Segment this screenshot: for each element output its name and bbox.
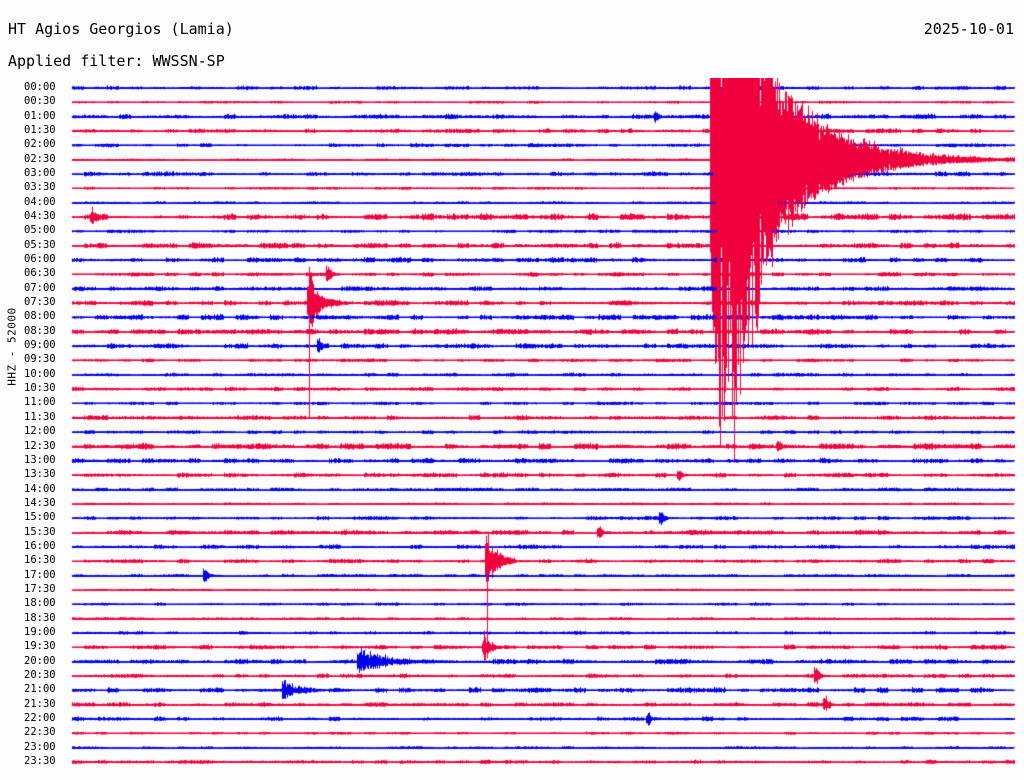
- time-label: 19:00: [24, 625, 56, 638]
- time-label: 14:00: [24, 482, 56, 495]
- time-label: 18:30: [24, 611, 56, 624]
- time-label: 21:00: [24, 683, 56, 696]
- time-label: 11:30: [24, 410, 56, 423]
- date-label: 2025-10-01: [923, 20, 1014, 38]
- time-label: 12:00: [24, 425, 56, 438]
- time-label: 17:30: [24, 582, 56, 595]
- time-label: 15:30: [24, 525, 56, 538]
- time-label: 14:30: [24, 496, 56, 509]
- time-label: 00:30: [24, 95, 56, 108]
- time-label: 09:30: [24, 353, 56, 366]
- time-label: 07:00: [24, 281, 56, 294]
- helicorder-plot: [0, 78, 1024, 774]
- time-label: 02:00: [24, 138, 56, 151]
- time-label: 13:00: [24, 453, 56, 466]
- time-label: 15:00: [24, 511, 56, 524]
- time-label: 04:30: [24, 210, 56, 223]
- time-label: 05:30: [24, 238, 56, 251]
- seismic-trace-canvas: [0, 78, 1024, 774]
- time-label: 16:00: [24, 539, 56, 552]
- page-title: HT Agios Georgios (Lamia): [8, 20, 234, 38]
- time-label: 09:00: [24, 339, 56, 352]
- time-label: 17:00: [24, 568, 56, 581]
- time-label: 06:00: [24, 253, 56, 266]
- time-label: 05:00: [24, 224, 56, 237]
- time-label: 20:30: [24, 668, 56, 681]
- time-label: 13:30: [24, 468, 56, 481]
- time-label: 10:00: [24, 367, 56, 380]
- time-label: 04:00: [24, 195, 56, 208]
- time-label: 08:30: [24, 324, 56, 337]
- time-label: 22:30: [24, 726, 56, 739]
- time-label: 03:00: [24, 167, 56, 180]
- time-label: 00:00: [24, 81, 56, 93]
- time-label: 01:00: [24, 109, 56, 122]
- time-label: 02:30: [24, 152, 56, 165]
- time-label: 11:00: [24, 396, 56, 409]
- time-label: 08:00: [24, 310, 56, 323]
- time-label: 23:00: [24, 740, 56, 753]
- time-label: 19:30: [24, 640, 56, 653]
- time-label: 07:30: [24, 296, 56, 309]
- time-label: 22:00: [24, 711, 56, 724]
- time-label: 03:30: [24, 181, 56, 194]
- time-label: 20:00: [24, 654, 56, 667]
- time-label: 21:30: [24, 697, 56, 710]
- time-label: 01:30: [24, 124, 56, 137]
- time-label: 23:30: [24, 754, 56, 767]
- time-label: 12:30: [24, 439, 56, 452]
- time-label: 16:30: [24, 554, 56, 567]
- time-label: 10:30: [24, 382, 56, 395]
- time-label: 18:00: [24, 597, 56, 610]
- filter-label: Applied filter: WWSSN-SP: [8, 52, 225, 70]
- time-label: 06:30: [24, 267, 56, 280]
